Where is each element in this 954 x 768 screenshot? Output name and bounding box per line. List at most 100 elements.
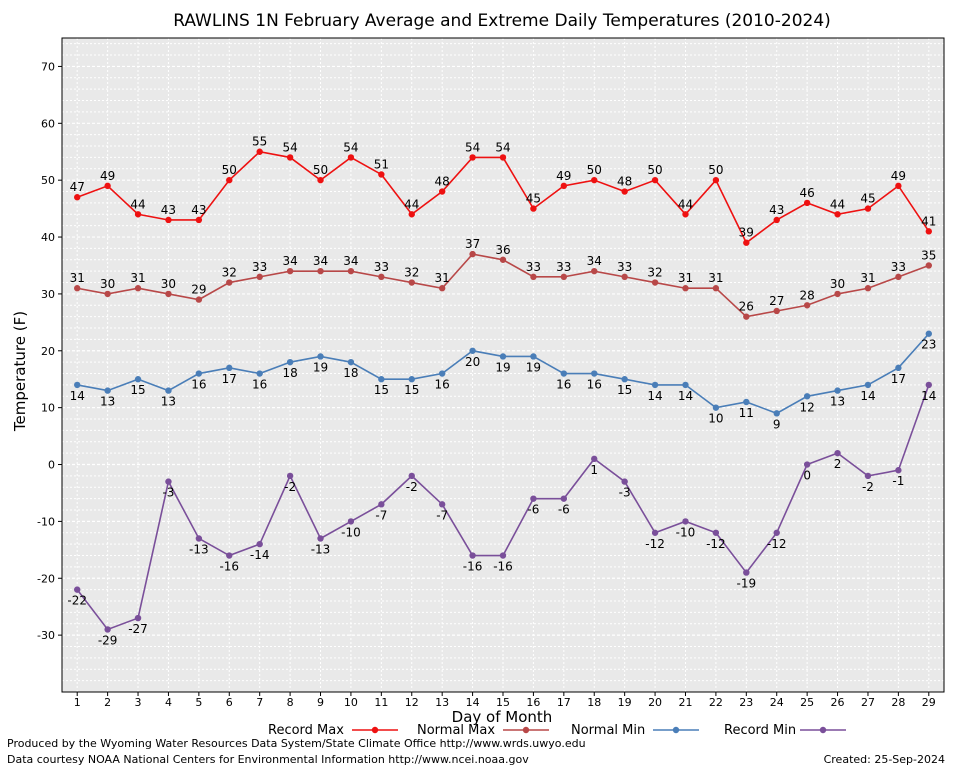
y-tick-label: -10: [37, 515, 55, 528]
data-point: [560, 182, 568, 190]
data-label: 18: [343, 366, 358, 380]
data-point: [134, 211, 142, 218]
data-label: 44: [678, 197, 693, 211]
data-label: 48: [435, 175, 450, 189]
data-label: 32: [222, 266, 237, 280]
x-tick-label: 1: [74, 696, 81, 709]
data-point: [378, 501, 385, 508]
legend-label: Record Max: [268, 723, 344, 738]
data-point: [378, 376, 385, 383]
y-tick-label: 0: [48, 459, 55, 472]
x-tick-label: 4: [165, 696, 172, 709]
y-axis-label: Temperature (F): [11, 311, 29, 432]
data-point: [317, 267, 324, 275]
x-tick-label: 6: [226, 696, 233, 709]
y-tick-label: -20: [37, 572, 55, 585]
data-point: [895, 182, 902, 190]
data-point: [408, 472, 415, 480]
data-label: 31: [678, 271, 693, 285]
data-point: [226, 552, 233, 559]
data-label: 12: [799, 400, 814, 414]
data-point: [347, 358, 355, 366]
data-point: [499, 256, 507, 263]
data-label: 41: [921, 214, 936, 228]
data-point: [195, 535, 203, 542]
data-point: [408, 211, 415, 218]
data-label: 34: [313, 254, 328, 268]
x-tick-label: 12: [405, 696, 419, 709]
data-point: [682, 285, 689, 292]
data-label: -14: [250, 548, 270, 562]
data-label: 27: [769, 294, 784, 308]
data-label: 15: [374, 383, 389, 397]
data-point: [256, 148, 263, 155]
data-point: [803, 302, 811, 309]
data-label: -1: [892, 474, 904, 488]
data-label: -16: [219, 560, 239, 574]
y-tick-label: 60: [41, 117, 55, 130]
data-point: [864, 205, 872, 212]
x-tick-label: 28: [891, 696, 905, 709]
data-label: 9: [773, 417, 781, 431]
data-point: [226, 279, 233, 286]
data-label: -2: [862, 480, 874, 494]
data-point: [438, 188, 446, 195]
y-tick-label: 70: [41, 60, 55, 73]
x-tick-label: 19: [618, 696, 632, 709]
data-label: 50: [647, 163, 662, 177]
data-point: [256, 540, 263, 548]
data-label: 48: [617, 175, 632, 189]
data-point: [560, 495, 568, 502]
data-label: -19: [737, 577, 757, 591]
data-label: 29: [191, 283, 206, 297]
data-label: -2: [406, 480, 418, 494]
data-point: [682, 211, 689, 218]
x-tick-label: 15: [496, 696, 510, 709]
data-label: 19: [495, 360, 510, 374]
data-label: -10: [676, 525, 696, 539]
x-tick-label: 22: [709, 696, 723, 709]
data-point: [469, 250, 476, 258]
data-label: 20: [465, 355, 480, 369]
data-label: 17: [222, 372, 237, 386]
data-label: 44: [830, 197, 845, 211]
data-point: [621, 478, 628, 485]
data-label: 26: [739, 300, 754, 314]
data-point: [712, 176, 720, 184]
data-point: [195, 370, 203, 377]
data-label: -12: [706, 537, 726, 551]
data-point: [773, 410, 780, 417]
data-point: [438, 285, 446, 292]
data-point: [347, 518, 355, 525]
data-label: 49: [556, 169, 571, 183]
data-point: [621, 188, 628, 195]
data-label: 19: [526, 360, 541, 374]
data-label: -16: [493, 560, 513, 574]
data-label: 30: [100, 277, 115, 291]
data-label: 23: [921, 338, 936, 352]
data-point: [621, 273, 628, 281]
data-label: 10: [708, 412, 723, 426]
data-label: 14: [678, 389, 693, 403]
data-point: [378, 171, 385, 178]
data-label: 16: [587, 378, 602, 392]
data-point: [530, 273, 537, 281]
x-tick-label: 17: [557, 696, 571, 709]
data-point: [591, 176, 598, 184]
data-label: -7: [375, 508, 387, 522]
x-tick-label: 25: [800, 696, 814, 709]
data-point: [317, 353, 324, 360]
x-tick-label: 27: [861, 696, 875, 709]
data-point: [104, 626, 111, 633]
data-label: -29: [98, 633, 118, 647]
data-label: 32: [404, 266, 419, 280]
data-label: 28: [799, 288, 814, 302]
data-point: [74, 381, 81, 389]
data-label: 54: [282, 140, 297, 154]
data-point: [651, 381, 659, 389]
data-point: [864, 472, 872, 480]
data-point: [74, 194, 81, 201]
data-point: [286, 267, 294, 275]
data-label: -12: [645, 537, 665, 551]
data-label: 32: [647, 266, 662, 280]
